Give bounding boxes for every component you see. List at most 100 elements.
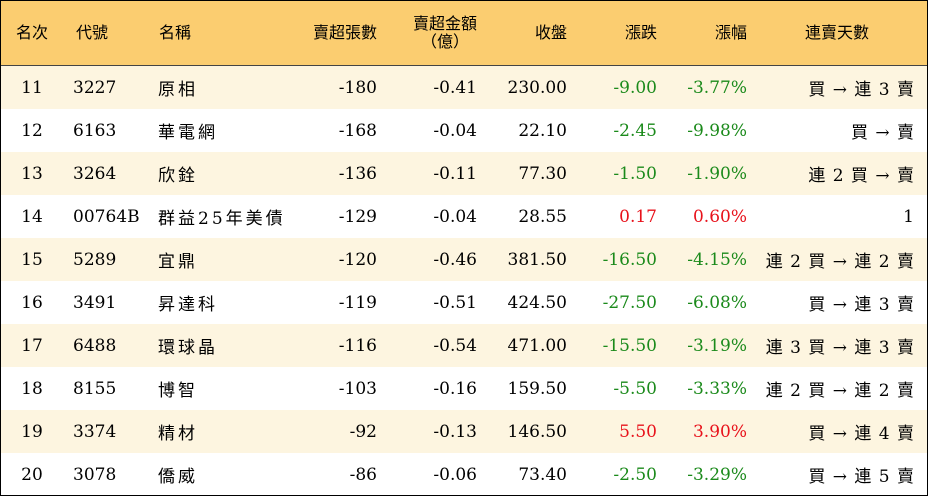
table-row: 19 3374 精材 -92 -0.13 146.50 5.50 3.90% 買 → 連 4 賣 bbox=[1, 410, 927, 453]
net-sell-amount-cell: -0.46 bbox=[433, 249, 477, 270]
change-pct-cell: 0.60% bbox=[692, 206, 747, 227]
streak-cell: 買 → 連 5 賣 bbox=[808, 467, 915, 487]
change-cell: 0.17 bbox=[619, 206, 657, 227]
rank-cell: 18 bbox=[21, 378, 43, 399]
header-net-sell-amount: 賣超金額 （億） bbox=[386, 1, 477, 65]
change-pct-cell: -3.19% bbox=[687, 335, 747, 356]
net-sell-amount-cell: -0.04 bbox=[433, 120, 477, 141]
net-sell-lots-cell: -103 bbox=[338, 378, 377, 399]
streak-cell: 1 bbox=[903, 206, 915, 227]
streak-cell: 連 2 買 → 連 2 賣 bbox=[765, 381, 915, 401]
change-pct-cell: -6.08% bbox=[687, 292, 747, 313]
change-cell: -5.50 bbox=[613, 378, 657, 399]
close-price-cell: 381.50 bbox=[507, 249, 567, 270]
change-pct-cell: -3.29% bbox=[687, 464, 747, 485]
header-streak: 連賣天數 bbox=[804, 23, 869, 42]
close-price-cell: 159.50 bbox=[507, 378, 567, 399]
change-pct-cell: 3.90% bbox=[692, 421, 747, 442]
code-cell: 3491 bbox=[73, 292, 117, 313]
net-sell-amount-cell: -0.54 bbox=[433, 335, 477, 356]
name-cell: 原相 bbox=[158, 80, 198, 100]
header-close: 收盤 bbox=[534, 23, 567, 42]
code-cell: 6163 bbox=[73, 120, 117, 141]
header-change-pct: 漲幅 bbox=[714, 23, 747, 42]
name-cell: 昇達科 bbox=[158, 295, 218, 315]
streak-cell: 連 3 買 → 連 3 賣 bbox=[765, 338, 915, 358]
close-price-cell: 73.40 bbox=[518, 464, 567, 485]
streak-cell: 買 → 連 3 賣 bbox=[808, 80, 915, 100]
table-body: 11 3227 原相 -180 -0.41 230.00 -9.00 -3.77% 買 → 連 … bbox=[1, 66, 927, 495]
rank-cell: 14 bbox=[21, 206, 43, 227]
change-pct-cell: -3.77% bbox=[687, 77, 747, 98]
code-cell: 3374 bbox=[73, 421, 117, 442]
close-price-cell: 22.10 bbox=[518, 120, 567, 141]
header-code: 代號 bbox=[76, 23, 109, 42]
change-pct-cell: -3.33% bbox=[687, 378, 747, 399]
table-row: 13 3264 欣銓 -136 -0.11 77.30 -1.50 -1.90% 連 2 買 →… bbox=[1, 152, 927, 195]
rank-cell: 12 bbox=[21, 120, 43, 141]
name-cell: 僑威 bbox=[158, 467, 198, 487]
table-row: 11 3227 原相 -180 -0.41 230.00 -9.00 -3.77% 買 → 連 … bbox=[1, 66, 927, 109]
name-cell: 華電網 bbox=[158, 123, 218, 143]
header-net-sell-lots: 賣超張數 bbox=[312, 23, 377, 42]
table-row: 14 00764B 群益25年美債 -129 -0.04 28.55 0.17 0.60% 1 bbox=[1, 195, 927, 238]
header-net-sell-amount-unit: （億） bbox=[420, 32, 469, 51]
close-price-cell: 77.30 bbox=[518, 163, 567, 184]
change-cell: -9.00 bbox=[613, 77, 657, 98]
code-cell: 00764B bbox=[73, 206, 140, 227]
code-cell: 6488 bbox=[73, 335, 117, 356]
code-cell: 8155 bbox=[73, 378, 117, 399]
name-cell: 宜鼎 bbox=[158, 252, 198, 272]
name-cell: 欣銓 bbox=[158, 166, 198, 186]
header-rank: 名次 bbox=[15, 23, 48, 42]
code-cell: 5289 bbox=[73, 249, 117, 270]
change-cell: -27.50 bbox=[602, 292, 657, 313]
change-cell: -2.50 bbox=[613, 464, 657, 485]
table-row: 18 8155 博智 -103 -0.16 159.50 -5.50 -3.33% 連 2 買 … bbox=[1, 367, 927, 410]
table-header: 名次 代號 名稱 賣超張數 賣超金額 （億） 收盤 漲跌 漲幅 連賣天數 bbox=[1, 1, 927, 66]
change-cell: -15.50 bbox=[602, 335, 657, 356]
change-cell: -16.50 bbox=[602, 249, 657, 270]
header-net-sell-amount-title: 賣超金額 bbox=[412, 14, 477, 33]
rank-cell: 20 bbox=[21, 464, 43, 485]
close-price-cell: 424.50 bbox=[507, 292, 567, 313]
header-change: 漲跌 bbox=[624, 23, 657, 42]
table-row: 12 6163 華電網 -168 -0.04 22.10 -2.45 -9.98% 買 → 賣 bbox=[1, 109, 927, 152]
code-cell: 3078 bbox=[73, 464, 117, 485]
net-sell-amount-cell: -0.51 bbox=[433, 292, 477, 313]
close-price-cell: 28.55 bbox=[518, 206, 567, 227]
net-sell-amount-cell: -0.06 bbox=[433, 464, 477, 485]
net-sell-lots-cell: -86 bbox=[349, 464, 377, 485]
rank-cell: 13 bbox=[21, 163, 43, 184]
change-cell: 5.50 bbox=[619, 421, 657, 442]
net-sell-amount-cell: -0.04 bbox=[433, 206, 477, 227]
net-sell-lots-cell: -120 bbox=[338, 249, 377, 270]
name-cell: 環球晶 bbox=[158, 338, 218, 358]
net-sell-lots-cell: -180 bbox=[338, 77, 377, 98]
net-sell-lots-cell: -119 bbox=[338, 292, 377, 313]
rank-cell: 17 bbox=[21, 335, 43, 356]
change-pct-cell: -4.15% bbox=[687, 249, 747, 270]
rank-cell: 11 bbox=[21, 77, 43, 98]
net-sell-lots-cell: -168 bbox=[338, 120, 377, 141]
name-cell: 精材 bbox=[158, 424, 198, 444]
change-pct-cell: -1.90% bbox=[687, 163, 747, 184]
table-row: 16 3491 昇達科 -119 -0.51 424.50 -27.50 -6.08% 買 → … bbox=[1, 281, 927, 324]
close-price-cell: 471.00 bbox=[507, 335, 567, 356]
change-cell: -1.50 bbox=[613, 163, 657, 184]
table-row: 20 3078 僑威 -86 -0.06 73.40 -2.50 -3.29% 買 → 連 5 … bbox=[1, 453, 927, 495]
net-sell-lots-cell: -116 bbox=[338, 335, 377, 356]
net-sell-amount-cell: -0.41 bbox=[433, 77, 477, 98]
rank-cell: 19 bbox=[21, 421, 43, 442]
net-sell-lots-cell: -92 bbox=[349, 421, 377, 442]
net-sell-amount-cell: -0.16 bbox=[433, 378, 477, 399]
net-sell-lots-cell: -136 bbox=[338, 163, 377, 184]
streak-cell: 買 → 連 4 賣 bbox=[808, 424, 915, 444]
table-row: 15 5289 宜鼎 -120 -0.46 381.50 -16.50 -4.15% 連 2 買… bbox=[1, 238, 927, 281]
streak-cell: 買 → 連 3 賣 bbox=[808, 295, 915, 315]
streak-cell: 買 → 賣 bbox=[850, 123, 915, 143]
net-sell-amount-cell: -0.11 bbox=[433, 163, 477, 184]
header-name: 名稱 bbox=[159, 23, 192, 42]
change-cell: -2.45 bbox=[613, 120, 657, 141]
